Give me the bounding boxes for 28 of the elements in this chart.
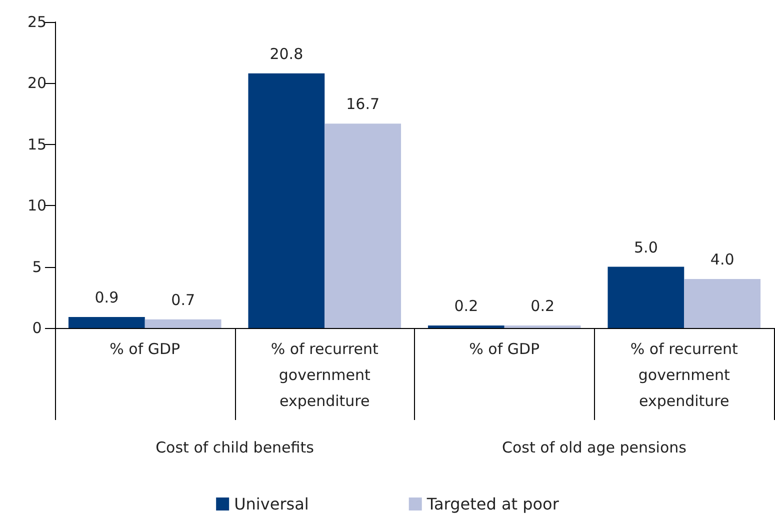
- bar: [144, 319, 222, 328]
- x-tick-label: % of recurrent government expenditure: [270, 340, 378, 410]
- data-label: 5.0: [634, 238, 658, 256]
- bar: [608, 266, 684, 328]
- data-label: 16.7: [346, 95, 380, 114]
- y-tick-label: 0: [32, 319, 42, 337]
- data-label: 0.9: [94, 288, 119, 306]
- x-tick-label: % of GDP: [469, 340, 540, 358]
- bar: [324, 124, 402, 328]
- x-tick-label: % of GDP: [110, 340, 180, 358]
- y-tick-label: 5: [32, 258, 42, 276]
- data-label: 4.0: [710, 250, 734, 269]
- bar: [68, 316, 145, 328]
- data-label: 0.2: [454, 297, 478, 316]
- data-label: 0.2: [530, 297, 554, 316]
- text: Cost of child benefits: [156, 438, 314, 456]
- x-tick-label: % of recurrent government expenditure: [630, 340, 738, 410]
- bar: [248, 73, 325, 328]
- data-label: 0.7: [171, 290, 195, 309]
- y-tick-label: 25: [27, 13, 47, 31]
- bar: [684, 279, 761, 328]
- y-tick-label: 15: [27, 135, 47, 154]
- legend-label: Targeted at poor: [426, 494, 560, 514]
- y-tick-label: 20: [27, 74, 47, 92]
- y-tick-label: 10: [27, 196, 47, 215]
- text: Cost of old age pensions: [502, 438, 687, 456]
- data-label: 20.8: [270, 44, 304, 63]
- legend-label: Universal: [234, 494, 309, 514]
